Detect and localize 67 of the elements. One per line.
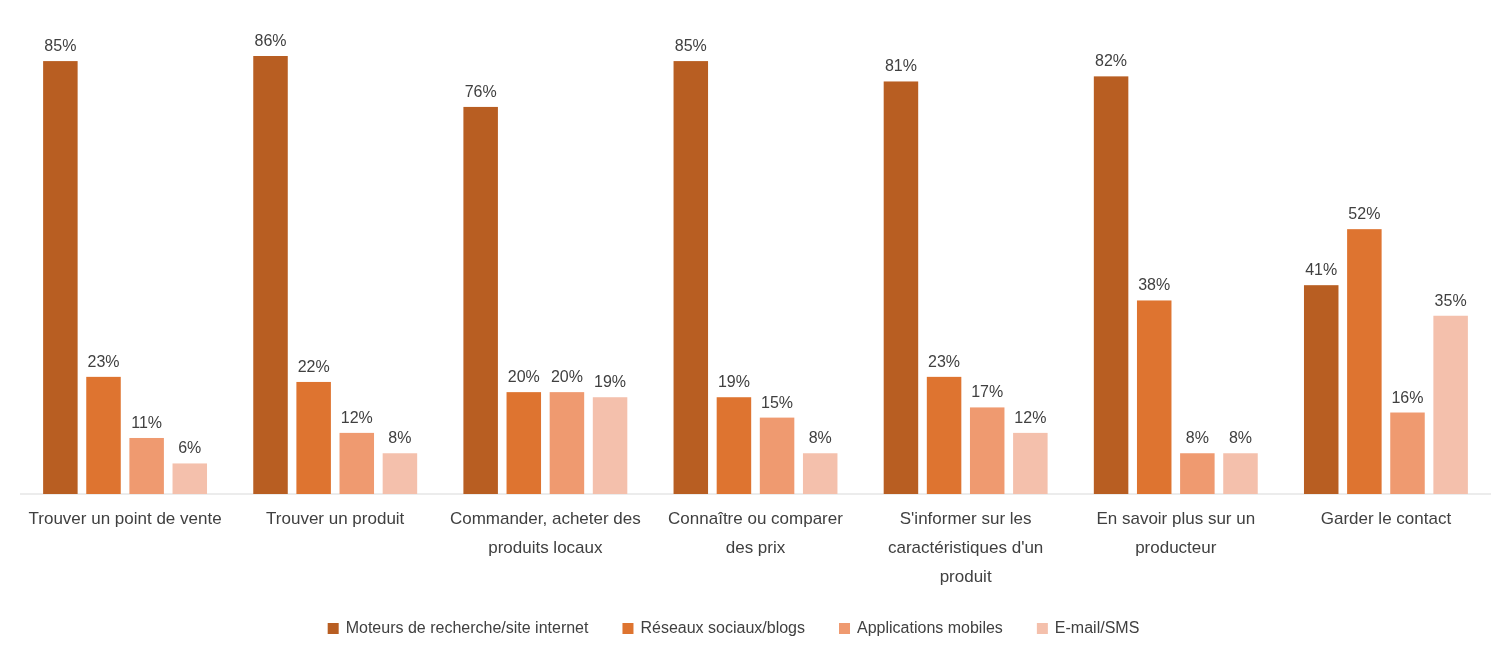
data-label: 11% bbox=[131, 413, 163, 431]
x-tick-label: En savoir plus sur un producteur bbox=[1096, 509, 1256, 557]
bar bbox=[1013, 432, 1048, 494]
bar bbox=[1390, 412, 1425, 494]
bar bbox=[802, 453, 838, 494]
x-tick-label: Trouver un point de vente bbox=[28, 509, 222, 528]
legend-label: Applications mobiles bbox=[857, 619, 1003, 636]
bar bbox=[1136, 300, 1172, 494]
bar bbox=[1347, 229, 1382, 494]
data-label: 19% bbox=[717, 373, 750, 391]
x-tick-label: Commander, acheter des produits locaux bbox=[449, 509, 641, 557]
bar bbox=[1303, 285, 1339, 494]
bar bbox=[339, 432, 375, 494]
data-label: 8% bbox=[1228, 429, 1253, 447]
data-label: 82% bbox=[1095, 52, 1128, 70]
bar bbox=[129, 437, 164, 494]
data-label: 16% bbox=[1391, 388, 1424, 406]
bar bbox=[883, 81, 919, 494]
bar bbox=[172, 463, 208, 494]
data-label: 52% bbox=[1348, 205, 1381, 223]
bar bbox=[1093, 76, 1129, 494]
data-label: 81% bbox=[884, 57, 917, 75]
data-label: 8% bbox=[808, 429, 832, 447]
data-label: 86% bbox=[254, 32, 287, 49]
x-tick-label: Trouver un produit bbox=[266, 509, 405, 528]
bar bbox=[1433, 315, 1468, 494]
bar bbox=[86, 376, 121, 494]
bar bbox=[759, 417, 795, 494]
bar bbox=[296, 381, 331, 494]
bar bbox=[673, 61, 709, 494]
bar bbox=[549, 392, 585, 494]
data-label: 12% bbox=[340, 408, 373, 426]
bar bbox=[253, 56, 288, 494]
legend-label: Moteurs de recherche/site internet bbox=[345, 619, 590, 636]
data-label: 20% bbox=[550, 368, 583, 386]
legend-label: Réseaux sociaux/blogs bbox=[640, 619, 806, 636]
data-label: 85% bbox=[674, 37, 707, 55]
data-label: 17% bbox=[971, 383, 1004, 401]
data-label: 19% bbox=[594, 373, 627, 391]
bar bbox=[382, 453, 418, 494]
bar bbox=[1223, 453, 1258, 494]
bar bbox=[716, 397, 752, 494]
data-label: 22% bbox=[297, 357, 330, 375]
data-label: 38% bbox=[1138, 276, 1171, 294]
data-label: 15% bbox=[761, 393, 794, 411]
data-label: 8% bbox=[388, 429, 412, 447]
bar bbox=[1180, 453, 1215, 494]
data-label: 6% bbox=[178, 439, 202, 457]
data-label: 85% bbox=[44, 37, 77, 55]
data-label: 23% bbox=[928, 352, 961, 370]
bar bbox=[463, 106, 498, 494]
data-label: 41% bbox=[1305, 261, 1338, 279]
data-label: 20% bbox=[507, 368, 540, 386]
bar bbox=[592, 397, 628, 494]
x-tick-label: S'informer sur les caractéristiques d'un produit bbox=[887, 509, 1044, 586]
data-label: 12% bbox=[1014, 408, 1047, 426]
bar bbox=[506, 392, 542, 494]
bar bbox=[969, 407, 1005, 494]
data-label: 8% bbox=[1185, 429, 1209, 447]
bar bbox=[926, 376, 962, 494]
data-label: 76% bbox=[464, 82, 497, 100]
legend-label: E-mail/SMS bbox=[1054, 619, 1140, 636]
x-tick-label: Garder le contact bbox=[1320, 509, 1452, 528]
x-tick-label: Connaître ou comparer des prix bbox=[668, 509, 844, 557]
data-label: 35% bbox=[1434, 291, 1467, 309]
data-label: 23% bbox=[87, 352, 120, 370]
bar bbox=[43, 61, 78, 494]
